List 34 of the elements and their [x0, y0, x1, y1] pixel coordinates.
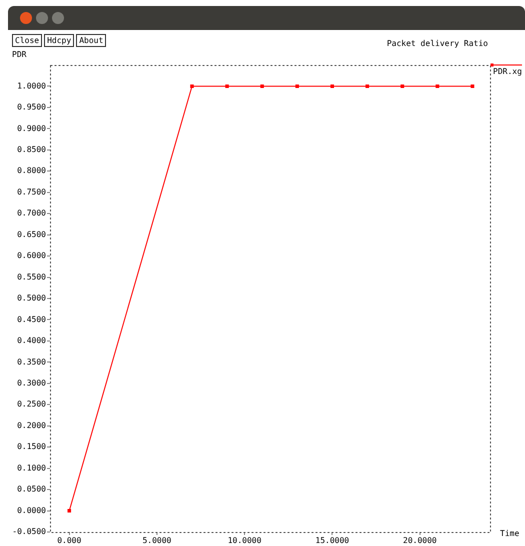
chart-title: Packet delivery Ratio — [386, 39, 488, 48]
y-tick-label: 0.2500 — [17, 400, 46, 409]
y-tick-label: 0.6500 — [17, 230, 46, 239]
y-tick-label: 0.4000 — [17, 336, 46, 346]
legend-label: PDR.xg — [493, 67, 522, 76]
x-tick-label: 20.0000 — [403, 536, 437, 545]
y-tick-label: 0.0500 — [17, 484, 46, 494]
y-tick-label: -0.0500 — [12, 527, 46, 536]
x-tick-label: 10.0000 — [228, 536, 262, 545]
y-tick-label: 0.2000 — [17, 420, 46, 430]
text: About — [76, 34, 106, 47]
text: Hdcpy — [44, 34, 74, 47]
y-tick-label: 0.9000 — [17, 124, 46, 133]
y-tick-label: 0.3500 — [17, 357, 46, 366]
y-tick-label: 0.5000 — [17, 294, 46, 303]
y-tick-label: 0.1500 — [17, 442, 46, 452]
y-tick-label: 0.7500 — [17, 187, 46, 196]
x-tick-label: 15.0000 — [315, 536, 350, 545]
y-tick-label: 0.3000 — [17, 378, 46, 388]
y-tick-label: 0.8000 — [17, 166, 46, 176]
y-tick-label: 0.8500 — [17, 144, 46, 154]
y-tick-label: 0.7000 — [17, 208, 46, 218]
y-axis-title: PDR — [12, 50, 27, 60]
y-tick-label: 1.0000 — [17, 81, 46, 90]
y-tick-label: 0.6000 — [17, 251, 46, 260]
y-tick-label: 0.5500 — [17, 272, 46, 282]
y-tick-label: 0.9500 — [17, 102, 46, 112]
y-tick-label: 0.1000 — [17, 463, 46, 472]
x-tick-label: 0.000 — [57, 536, 82, 545]
y-tick-label: 0.0000 — [17, 506, 46, 515]
text: Close — [12, 34, 42, 47]
x-axis-title: Time — [500, 529, 520, 538]
y-tick-label: 0.4500 — [17, 314, 46, 324]
x-tick-label: 5.0000 — [142, 536, 172, 545]
